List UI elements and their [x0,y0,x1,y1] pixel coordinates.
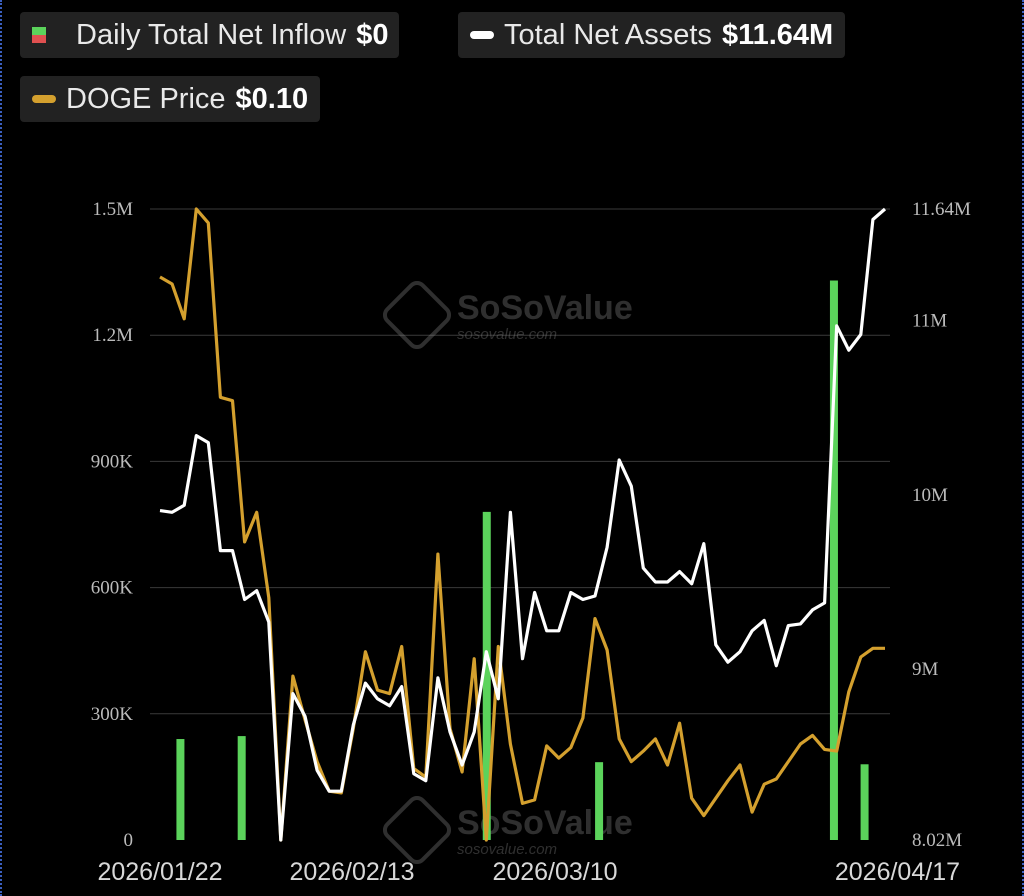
legend-inflow-value: $0 [356,18,389,51]
x-tick-label: 2026/04/17 [835,858,960,886]
legend-assets-label: Total Net Assets [504,18,712,51]
right-tick-label: 10M [912,485,948,506]
watermark-url: sosovalue.com [457,841,557,858]
left-tick-label: 0 [124,830,134,851]
left-tick-label: 900K [91,451,134,472]
inflow-bar [482,511,491,840]
legend-price-value: $0.10 [235,82,309,115]
x-tick-label: 2026/03/10 [492,858,617,886]
watermark-brand: SoSoValue [457,289,633,327]
price-legend-swatch-icon [32,95,56,103]
inflow-bar [176,739,185,840]
x-tick-label: 2026/02/13 [289,858,414,886]
watermark-url: sosovalue.com [457,326,557,343]
left-tick-label: 600K [91,578,134,599]
legend-price-label: DOGE Price [66,82,226,115]
sosovalue-logo-icon [382,795,452,865]
sosovalue-logo-icon [382,280,452,350]
right-tick-label: 11M [912,311,947,332]
assets-legend-swatch-icon [470,31,494,39]
inflow-bar [237,736,246,840]
left-tick-label: 1.5M [92,199,133,220]
right-tick-label: 9M [912,659,939,680]
legend-inflow-label: Daily Total Net Inflow [76,18,347,51]
legend-assets-value: $11.64M [721,18,834,51]
x-tick-label: 2026/01/22 [97,858,222,886]
inflow-bar [829,280,838,841]
legend-inflow[interactable]: Daily Total Net Inflow $0 [20,12,399,58]
right-tick-label: 11.64M [912,199,971,220]
legend-price[interactable]: DOGE Price $0.10 [20,76,321,122]
legend-assets[interactable]: Total Net Assets $11.64M [458,12,846,58]
inflow-bar [860,764,869,840]
left-tick-label: 300K [91,704,134,725]
total-net-assets-line [159,207,887,842]
right-tick-label: 8.02M [912,830,962,851]
inflow-legend-swatch-icon [32,27,46,43]
left-tick-label: 1.2M [92,325,133,346]
inflow-bar [595,762,604,840]
